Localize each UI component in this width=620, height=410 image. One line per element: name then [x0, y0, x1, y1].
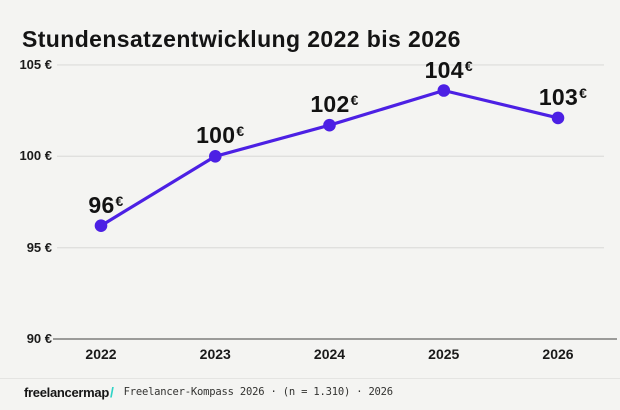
euro-superscript: €	[115, 192, 124, 209]
value-number: 96	[88, 191, 115, 218]
euro-superscript: €	[236, 123, 245, 140]
data-point-2024	[323, 118, 336, 132]
y-tick-95: 95 €	[26, 239, 52, 255]
x-tick-2025: 2025	[428, 346, 460, 362]
logo-text: freelancermap	[24, 385, 109, 400]
logo-slash-icon: /	[109, 384, 114, 400]
x-tick-2024: 2024	[313, 346, 346, 362]
euro-superscript: €	[350, 92, 359, 109]
source-caption: Freelancer-Kompass 2026 · (n = 1.310) · …	[123, 386, 394, 398]
data-point-2025	[437, 84, 451, 97]
x-tick-2023: 2023	[199, 346, 231, 362]
value-number: 100	[196, 122, 236, 149]
euro-superscript: €	[579, 84, 588, 101]
value-label-2023: 100€	[196, 118, 244, 148]
footer: freelancermap/ Freelancer-Kompass 2026 ·…	[24, 384, 614, 400]
x-tick-2022: 2022	[85, 346, 117, 362]
value-number: 102	[310, 91, 350, 118]
y-tick-100: 100 €	[19, 148, 52, 164]
value-label-2024: 102€	[310, 87, 358, 117]
value-number: 103	[538, 83, 579, 110]
x-tick-2026: 2026	[542, 346, 574, 362]
footer-divider	[0, 378, 620, 379]
value-number: 104	[424, 56, 464, 83]
value-label-2026: 103€	[539, 80, 587, 110]
value-label-2025: 104€	[425, 53, 473, 83]
y-tick-105: 105 €	[19, 56, 52, 72]
data-point-2023	[209, 150, 222, 163]
data-point-2022	[94, 219, 108, 232]
value-label-2022: 96€	[88, 188, 123, 218]
data-point-2026	[551, 111, 565, 125]
y-tick-90: 90 €	[26, 331, 52, 346]
chart-title: Stundensatzentwicklung 2022 bis 2026	[22, 26, 461, 53]
freelancermap-logo: freelancermap/	[24, 384, 114, 400]
euro-superscript: €	[464, 57, 473, 74]
